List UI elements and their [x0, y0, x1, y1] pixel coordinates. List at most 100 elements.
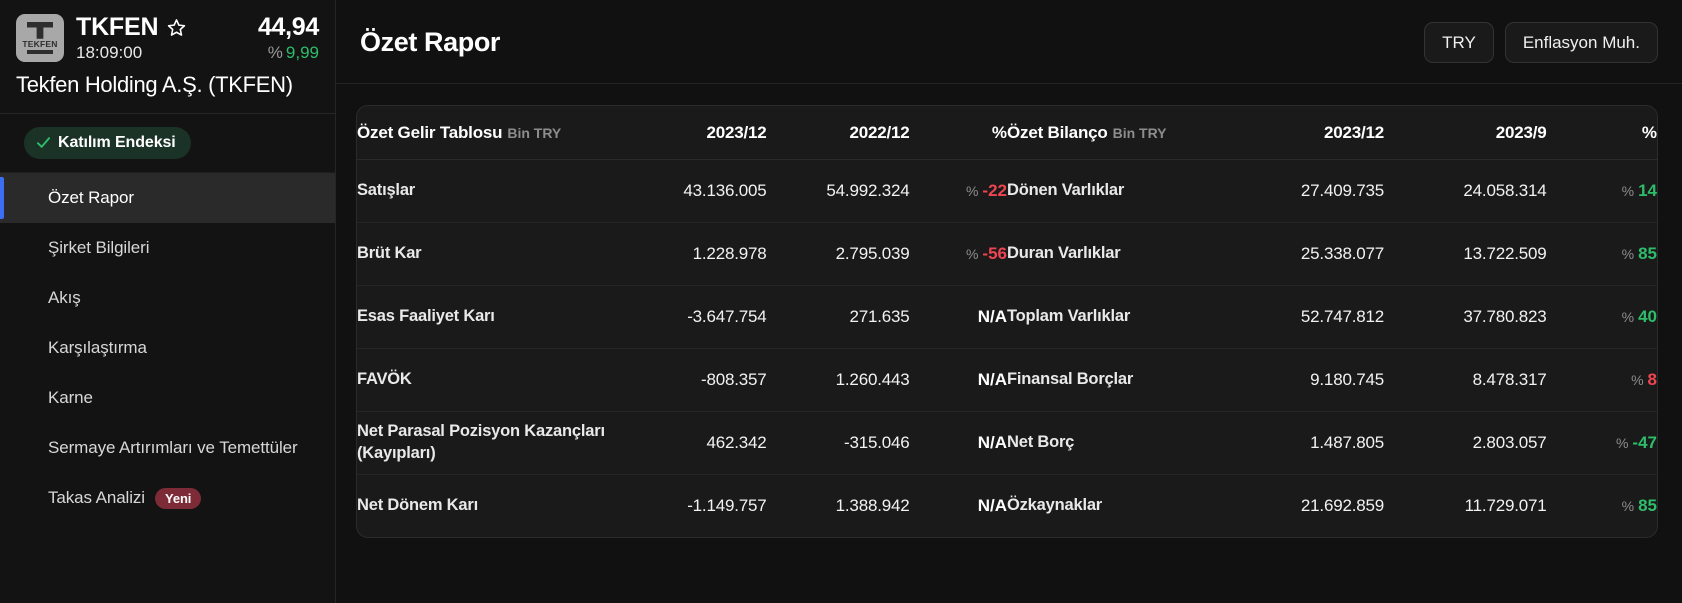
- row-pct: N/A: [909, 411, 1007, 475]
- row-pct: % -56: [909, 222, 1007, 286]
- income-table-title: Özet Gelir Tablosu Bin TRY: [357, 106, 624, 160]
- row-pct: % -47: [1546, 411, 1657, 475]
- row-value-2: 24.058.314: [1384, 159, 1547, 223]
- row-pct-value: 14: [1638, 180, 1657, 200]
- row-value-1: 27.409.735: [1221, 159, 1384, 223]
- income-statement-table: Özet Gelir Tablosu Bin TRY 2023/12 2022/1…: [357, 106, 1007, 537]
- row-value-2: 1.260.443: [766, 348, 910, 412]
- row-value-1: -1.149.757: [687, 496, 767, 515]
- table-row: Toplam Varlıklar 52.747.812 37.780.823 %…: [1007, 285, 1657, 349]
- content-area: Özet Gelir Tablosu Bin TRY 2023/12 2022/1…: [336, 84, 1682, 603]
- table-row: Esas Faaliyet Karı -3.647.754 271.635 N/…: [357, 285, 1007, 349]
- stock-header: TEKFEN TKFEN 44,94: [0, 0, 335, 63]
- inflation-accounting-button[interactable]: Enflasyon Muh.: [1504, 22, 1658, 64]
- sidebar-item-label: Özet Rapor: [48, 187, 134, 207]
- income-col-header-1[interactable]: 2023/12: [623, 106, 767, 160]
- main-content: Özet Rapor TRY Enflasyon Muh. Özet Gelir…: [336, 0, 1682, 603]
- row-label: FAVÖK: [357, 348, 624, 412]
- row-value-2: 37.780.823: [1384, 285, 1547, 349]
- sidebar-item-label: Karşılaştırma: [48, 337, 147, 357]
- row-label: Net Parasal Pozisyon Kazançları (Kayıpla…: [357, 411, 624, 475]
- sidebar-item-ozet-rapor[interactable]: Özet Rapor: [0, 172, 335, 223]
- table-row: Duran Varlıklar 25.338.077 13.722.509 % 8…: [1007, 222, 1657, 286]
- sidebar-nav: Özet Rapor Şirket Bilgileri Akış Karşıla…: [0, 172, 335, 525]
- row-label: Esas Faaliyet Karı: [357, 285, 624, 349]
- check-icon: [36, 135, 51, 150]
- row-pct-value: 40: [1638, 306, 1657, 326]
- row-pct: % 14: [1546, 159, 1657, 223]
- stock-time: 18:09:00: [76, 42, 143, 62]
- sidebar: TEKFEN TKFEN 44,94: [0, 0, 336, 603]
- row-pct: % -22: [909, 159, 1007, 223]
- balance-table-unit: Bin TRY: [1112, 124, 1167, 141]
- row-label: Özkaynaklar: [1007, 496, 1103, 515]
- sidebar-item-label: Karne: [48, 387, 93, 407]
- row-value-2: 271.635: [766, 285, 910, 349]
- row-value-1: -808.357: [623, 348, 767, 412]
- row-value-1: 21.692.859: [1300, 496, 1384, 515]
- row-label: Toplam Varlıklar: [1007, 285, 1222, 349]
- row-value-2: 1.388.942: [835, 496, 910, 515]
- table-row: Brüt Kar 1.228.978 2.795.039 % -56: [357, 222, 1007, 286]
- sidebar-item-akis[interactable]: Akış: [0, 273, 335, 323]
- row-label: Dönen Varlıklar: [1007, 159, 1222, 223]
- sidebar-item-takas-analizi[interactable]: Takas Analizi Yeni: [0, 473, 335, 525]
- currency-button[interactable]: TRY: [1424, 22, 1494, 64]
- header-actions: TRY Enflasyon Muh.: [1424, 22, 1658, 64]
- table-row: Net Dönem Karı -1.149.757 1.388.942 N/A: [357, 474, 1007, 537]
- star-icon[interactable]: [167, 18, 186, 37]
- row-pct-value: -22: [982, 180, 1007, 200]
- table-row: Özkaynaklar 21.692.859 11.729.071 % 85: [1007, 474, 1657, 537]
- table-row: Net Parasal Pozisyon Kazançları (Kayıpla…: [357, 411, 1007, 475]
- row-value-1: -3.647.754: [623, 285, 767, 349]
- sidebar-item-sermaye-artirimlari[interactable]: Sermaye Artırımları ve Temettüler: [0, 423, 335, 473]
- katilim-endeksi-label: Katılım Endeksi: [58, 133, 176, 151]
- row-value-1: 1.228.978: [623, 222, 767, 286]
- row-pct-value: 85: [1638, 496, 1657, 515]
- row-pct: N/A: [977, 496, 1007, 515]
- row-value-2: 54.992.324: [766, 159, 910, 223]
- row-value-1: 462.342: [623, 411, 767, 475]
- row-pct-value: 85: [1638, 243, 1657, 263]
- row-value-2: 13.722.509: [1384, 222, 1547, 286]
- row-value-2: 2.795.039: [766, 222, 910, 286]
- row-value-1: 9.180.745: [1221, 348, 1384, 412]
- sidebar-item-karne[interactable]: Karne: [0, 373, 335, 423]
- stock-change: % 9,99: [268, 43, 319, 63]
- row-label: Brüt Kar: [357, 222, 624, 286]
- katilim-endeksi-badge[interactable]: Katılım Endeksi: [24, 126, 191, 159]
- table-header-row: Özet Bilanço Bin TRY 2023/12 2023/9 %: [1007, 106, 1657, 160]
- row-pct: % 85: [1621, 496, 1657, 515]
- table-row: Net Borç 1.487.805 2.803.057 % -47: [1007, 411, 1657, 475]
- company-name: Tekfen Holding A.Ş. (TKFEN): [0, 63, 335, 114]
- row-label: Net Dönem Karı: [357, 496, 478, 515]
- row-value-1: 25.338.077: [1221, 222, 1384, 286]
- sidebar-item-label: Akış: [48, 287, 81, 307]
- sidebar-item-karsilastirma[interactable]: Karşılaştırma: [0, 323, 335, 373]
- balance-col-header-1[interactable]: 2023/12: [1221, 106, 1384, 160]
- row-pct: N/A: [909, 348, 1007, 412]
- row-value-2: -315.046: [766, 411, 910, 475]
- badge-row: Katılım Endeksi: [0, 114, 335, 173]
- balance-col-header-pct: %: [1546, 106, 1657, 160]
- sidebar-item-sirket-bilgileri[interactable]: Şirket Bilgileri: [0, 223, 335, 273]
- logo-text: TEKFEN: [22, 38, 58, 49]
- income-table-title-text: Özet Gelir Tablosu: [357, 122, 503, 142]
- row-value-2: 11.729.071: [1464, 496, 1547, 515]
- row-label: Duran Varlıklar: [1007, 222, 1222, 286]
- row-value-2: 2.803.057: [1384, 411, 1547, 475]
- balance-col-header-2[interactable]: 2023/9: [1384, 106, 1547, 160]
- balance-table-title: Özet Bilanço Bin TRY: [1007, 106, 1222, 160]
- row-pct: N/A: [909, 285, 1007, 349]
- balance-table-title-text: Özet Bilanço: [1007, 122, 1108, 142]
- percent-sign: %: [267, 42, 283, 62]
- row-pct: % 8: [1546, 348, 1657, 412]
- income-col-header-2[interactable]: 2022/12: [766, 106, 910, 160]
- row-value-1: 43.136.005: [623, 159, 767, 223]
- stock-price: 44,94: [257, 13, 319, 41]
- row-value-2: 8.478.317: [1384, 348, 1547, 412]
- stock-ticker: TKFEN: [76, 13, 159, 41]
- table-row: Finansal Borçlar 9.180.745 8.478.317 % 8: [1007, 348, 1657, 412]
- main-header: Özet Rapor TRY Enflasyon Muh.: [336, 0, 1682, 85]
- row-label: Net Borç: [1007, 411, 1222, 475]
